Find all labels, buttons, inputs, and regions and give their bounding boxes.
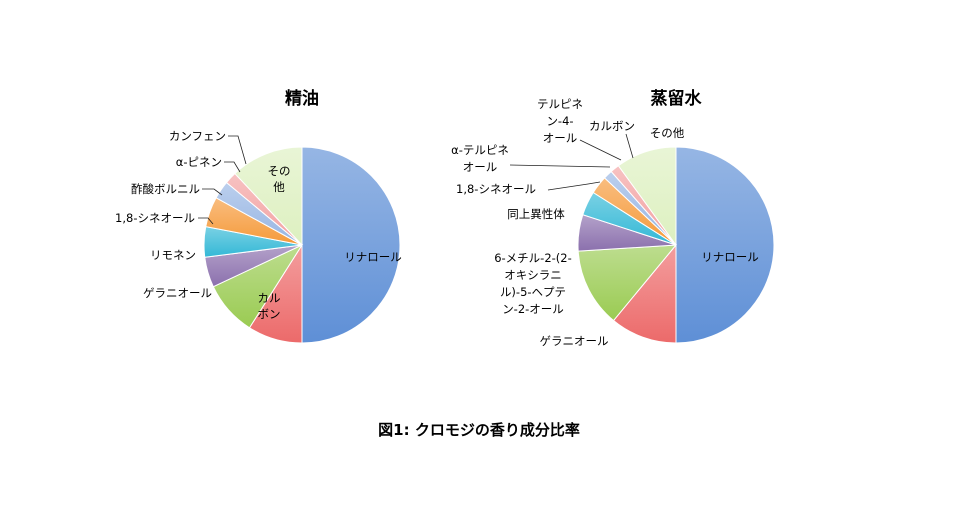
slice-label-bornyl-acetate: 酢酸ボルニル [131,182,200,196]
pie-slice [577,244,678,322]
leader-lines [509,133,634,191]
leader-lines [198,135,247,225]
slice-label-linalool: リナロール [344,250,402,264]
slice-label-oxiranyl-heptenol: 6-メチル-2-(2-オキシラニル)-5-ヘプテン-2-オール [494,251,572,316]
pie-slice [612,243,677,344]
slice-label-other: その他 [268,164,291,194]
slice-label-limonene: リモネン [150,248,196,262]
slice-label-linalool: リナロール [701,250,759,264]
slice-label-geraniol: ゲラニオール [540,334,609,348]
chart-title: 精油 [285,88,319,109]
figure-caption: 図1: クロモジの香り成分比率 [378,421,580,439]
pie-slices [577,146,775,344]
slice-label-alpha-terpineol: α-テルピネオール [451,143,509,174]
slice-label-cineole: 1,8-シネオール [456,182,536,196]
pie-chart-distilled-water: 蒸留水 リナロール ゲラニオール 6-メチル-2-(2-オキシラニル)-5-ヘプ… [451,88,775,348]
slice-label-camphene: カンフェン [169,129,226,143]
slice-label-isomer: 同上異性体 [507,207,565,221]
slice-label-terpinen-4-ol: テルピネン-4-オール [537,97,583,145]
slice-label-cineole: 1,8-シネオール [115,211,195,225]
slice-label-carvone: カルボン [589,119,635,133]
pie-slice [675,146,775,344]
slice-label-other: その他 [650,126,685,140]
pie-chart-essential-oil: 精油 リナロール カルボン ゲラニオール リモネン 1,8-シネオール 酢酸ボル… [115,88,402,344]
pie-slices [203,146,401,344]
slice-label-alpha-pinene: α-ピネン [176,155,222,169]
slice-label-carvone: カルボン [258,291,281,321]
slice-label-geraniol: ゲラニオール [143,286,212,300]
pie-slice [301,146,401,344]
pie-slice [617,146,677,247]
pie-slice [234,146,303,247]
chart-title: 蒸留水 [651,88,703,109]
